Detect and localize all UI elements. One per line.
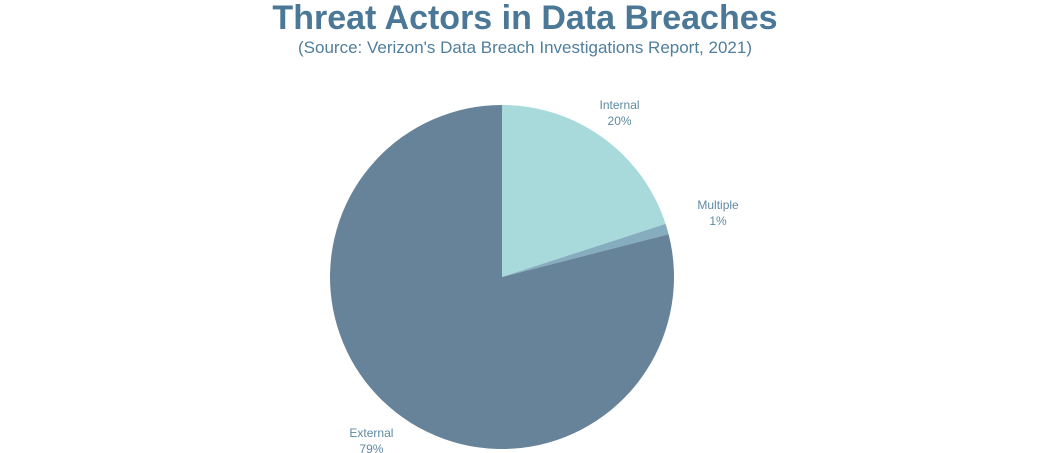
chart-title: Threat Actors in Data Breaches xyxy=(272,0,778,37)
pie-slice-multiple xyxy=(502,223,669,277)
pie-slice-external xyxy=(330,104,674,449)
slice-label-multiple: Multiple xyxy=(697,198,739,212)
chart-subtitle: (Source: Verizon's Data Breach Investiga… xyxy=(298,38,752,57)
slice-value-internal: 20% xyxy=(608,114,632,128)
pie-slice-internal xyxy=(502,105,666,277)
slice-label-internal: Internal xyxy=(600,98,640,112)
slice-value-external: 79% xyxy=(359,442,383,453)
chart-header: Threat Actors in Data Breaches (Source: … xyxy=(0,0,1050,58)
slice-label-external: External xyxy=(349,426,393,440)
slice-value-multiple: 1% xyxy=(709,214,727,228)
